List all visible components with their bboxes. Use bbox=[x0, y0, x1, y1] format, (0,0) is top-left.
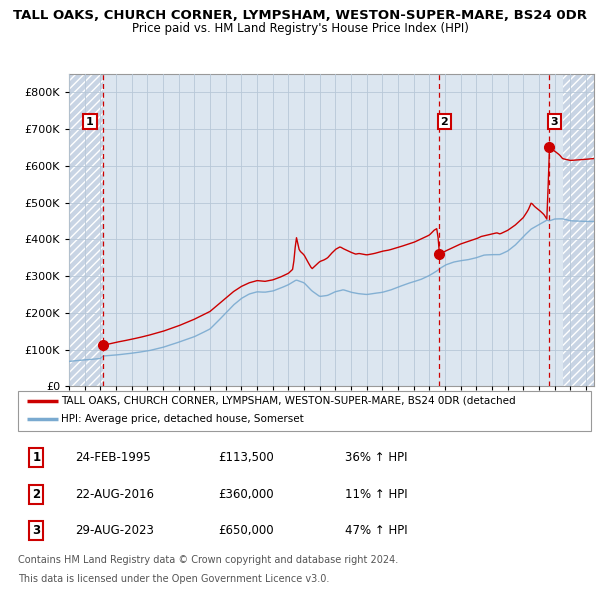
Text: 29-AUG-2023: 29-AUG-2023 bbox=[76, 525, 154, 537]
Text: 1: 1 bbox=[32, 451, 40, 464]
Text: This data is licensed under the Open Government Licence v3.0.: This data is licensed under the Open Gov… bbox=[18, 574, 329, 584]
Text: 24-FEB-1995: 24-FEB-1995 bbox=[76, 451, 151, 464]
Text: 2: 2 bbox=[32, 487, 40, 501]
Text: Price paid vs. HM Land Registry's House Price Index (HPI): Price paid vs. HM Land Registry's House … bbox=[131, 22, 469, 35]
Bar bbox=[563, 74, 594, 386]
Text: 1: 1 bbox=[86, 117, 94, 127]
Text: 3: 3 bbox=[550, 117, 558, 127]
Text: Contains HM Land Registry data © Crown copyright and database right 2024.: Contains HM Land Registry data © Crown c… bbox=[18, 555, 398, 565]
Text: TALL OAKS, CHURCH CORNER, LYMPSHAM, WESTON-SUPER-MARE, BS24 0DR (detached: TALL OAKS, CHURCH CORNER, LYMPSHAM, WEST… bbox=[61, 396, 515, 405]
Text: 36% ↑ HPI: 36% ↑ HPI bbox=[344, 451, 407, 464]
FancyBboxPatch shape bbox=[18, 391, 591, 431]
Text: HPI: Average price, detached house, Somerset: HPI: Average price, detached house, Some… bbox=[61, 414, 304, 424]
Text: 47% ↑ HPI: 47% ↑ HPI bbox=[344, 525, 407, 537]
Text: £360,000: £360,000 bbox=[218, 487, 274, 501]
Text: £113,500: £113,500 bbox=[218, 451, 274, 464]
Text: 22-AUG-2016: 22-AUG-2016 bbox=[76, 487, 154, 501]
Text: 2: 2 bbox=[440, 117, 448, 127]
Text: 3: 3 bbox=[32, 525, 40, 537]
Text: 11% ↑ HPI: 11% ↑ HPI bbox=[344, 487, 407, 501]
Text: TALL OAKS, CHURCH CORNER, LYMPSHAM, WESTON-SUPER-MARE, BS24 0DR: TALL OAKS, CHURCH CORNER, LYMPSHAM, WEST… bbox=[13, 9, 587, 22]
Text: £650,000: £650,000 bbox=[218, 525, 274, 537]
Bar bbox=[69, 74, 103, 386]
